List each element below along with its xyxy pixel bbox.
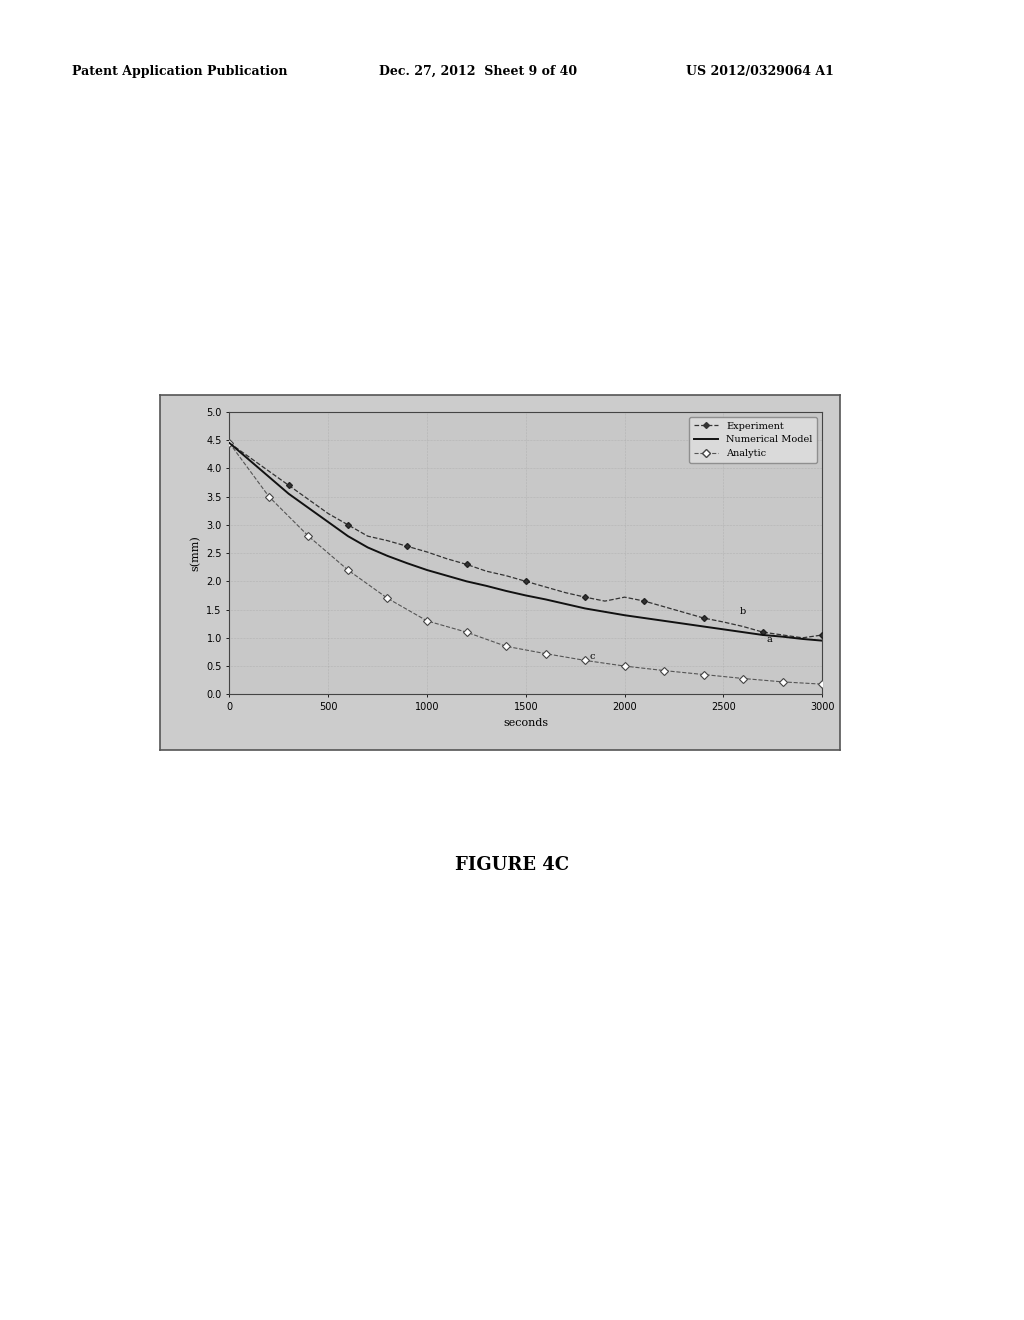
Experiment [322, 506, 334, 521]
Numerical Model [263, 469, 275, 484]
Numerical Model [243, 451, 255, 467]
Analytic [658, 663, 671, 678]
Experiment [757, 624, 769, 640]
Numerical Model [283, 486, 295, 502]
Numerical Model [480, 578, 493, 594]
Numerical Model [559, 597, 571, 612]
Numerical Model [520, 587, 532, 603]
Analytic [776, 675, 788, 690]
Experiment [816, 627, 828, 643]
Experiment [283, 478, 295, 494]
Numerical Model [361, 540, 374, 556]
Experiment [718, 614, 730, 630]
Experiment [776, 627, 788, 643]
Experiment [579, 589, 591, 605]
Experiment [737, 619, 750, 635]
Analytic [500, 639, 512, 655]
Text: US 2012/0329064 A1: US 2012/0329064 A1 [686, 65, 834, 78]
X-axis label: seconds: seconds [503, 718, 549, 727]
Numerical Model [638, 610, 650, 626]
Text: c: c [589, 652, 595, 661]
Experiment [342, 517, 354, 533]
Analytic [618, 659, 631, 675]
Numerical Model [757, 627, 769, 643]
Experiment [559, 585, 571, 601]
Numerical Model [599, 605, 611, 620]
Experiment [421, 544, 433, 560]
Analytic [697, 667, 710, 682]
Experiment [520, 573, 532, 589]
Legend: Experiment, Numerical Model, Analytic: Experiment, Numerical Model, Analytic [689, 417, 817, 463]
Experiment [243, 449, 255, 465]
Numerical Model [342, 528, 354, 544]
Numerical Model [322, 513, 334, 529]
Text: a: a [767, 635, 773, 644]
Experiment [697, 610, 710, 626]
Numerical Model [421, 562, 433, 578]
Text: Patent Application Publication: Patent Application Publication [72, 65, 287, 78]
Analytic [579, 652, 591, 668]
Numerical Model [461, 573, 473, 589]
Numerical Model [540, 591, 552, 607]
Experiment [461, 557, 473, 573]
Experiment [658, 599, 671, 615]
Numerical Model [579, 601, 591, 616]
Experiment [302, 491, 314, 507]
Analytic [816, 676, 828, 692]
Line: Analytic: Analytic [226, 440, 825, 686]
Numerical Model [697, 619, 710, 635]
Experiment [638, 593, 650, 609]
Analytic [421, 612, 433, 628]
Analytic [263, 488, 275, 504]
Numerical Model [401, 556, 414, 572]
Numerical Model [381, 548, 393, 564]
Experiment [480, 564, 493, 579]
Numerical Model [737, 624, 750, 640]
Numerical Model [658, 612, 671, 628]
Experiment [263, 463, 275, 479]
Analytic [381, 590, 393, 606]
Text: FIGURE 4C: FIGURE 4C [455, 855, 569, 874]
Numerical Model [678, 615, 690, 632]
Experiment [618, 589, 631, 605]
Experiment [361, 528, 374, 544]
Experiment [440, 550, 453, 566]
Numerical Model [718, 622, 730, 638]
Experiment [797, 630, 809, 645]
Experiment [381, 533, 393, 549]
Analytic [302, 528, 314, 544]
Y-axis label: s(mm): s(mm) [190, 535, 201, 572]
Text: b: b [739, 607, 745, 616]
Analytic [737, 671, 750, 686]
Numerical Model [440, 568, 453, 583]
Analytic [223, 436, 236, 451]
Numerical Model [302, 500, 314, 516]
Line: Experiment: Experiment [227, 441, 824, 640]
Experiment [500, 568, 512, 583]
Experiment [223, 436, 236, 451]
Numerical Model [776, 628, 788, 644]
Experiment [599, 593, 611, 609]
Experiment [678, 605, 690, 620]
Numerical Model [223, 436, 236, 451]
Text: Dec. 27, 2012  Sheet 9 of 40: Dec. 27, 2012 Sheet 9 of 40 [379, 65, 577, 78]
Numerical Model [618, 607, 631, 623]
Analytic [461, 624, 473, 640]
Analytic [342, 562, 354, 578]
Experiment [540, 579, 552, 595]
Numerical Model [816, 632, 828, 648]
Analytic [540, 645, 552, 661]
Line: Numerical Model: Numerical Model [229, 444, 822, 640]
Numerical Model [797, 631, 809, 647]
Numerical Model [500, 583, 512, 599]
Experiment [401, 539, 414, 554]
